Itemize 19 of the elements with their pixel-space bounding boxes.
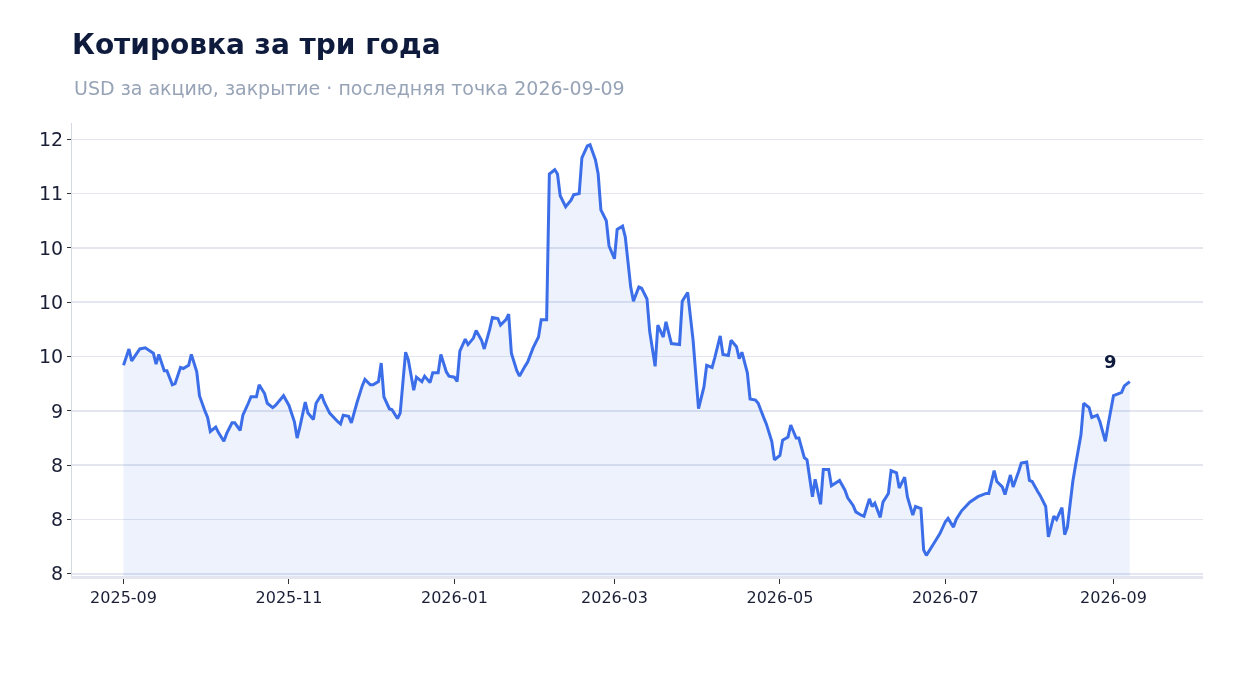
y-tick-label: 8 bbox=[51, 562, 64, 585]
y-tick-label: 10 bbox=[39, 290, 64, 313]
y-tick-label: 11 bbox=[39, 182, 64, 205]
x-tick-label: 2025-09 bbox=[90, 588, 157, 608]
x-tick-label: 2026-07 bbox=[911, 588, 979, 608]
annotation: 9 bbox=[1104, 351, 1117, 372]
y-tick-label: 8 bbox=[51, 453, 64, 476]
x-tick-label: 2026-01 bbox=[420, 588, 488, 608]
x-tick-label: 2025-11 bbox=[255, 588, 323, 608]
y-tick-label: 8 bbox=[51, 508, 64, 531]
x-tick-label: 2026-05 bbox=[746, 588, 814, 608]
x-tick-label: 2026-09 bbox=[1080, 588, 1147, 608]
y-tick-label: 12 bbox=[39, 127, 64, 150]
y-tick-label: 10 bbox=[39, 345, 64, 368]
y-tick-label: 9 bbox=[51, 399, 64, 422]
y-tick-label: 10 bbox=[39, 236, 64, 259]
chart-title: Котировка за три года bbox=[72, 27, 441, 61]
x-tick-label: 2026-03 bbox=[581, 588, 648, 608]
chart-subtitle: USD за акцию, закрытие · последняя точка 2026-09-09 bbox=[74, 77, 625, 99]
